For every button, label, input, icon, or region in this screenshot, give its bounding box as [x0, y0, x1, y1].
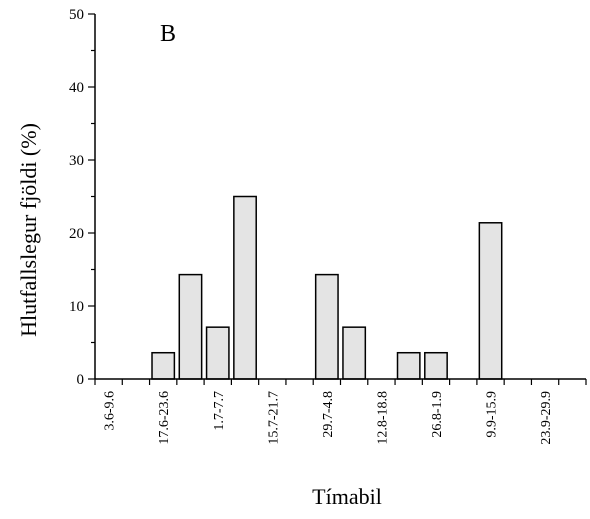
- bar-3: [178, 273, 203, 380]
- y-tick-label-40: 40: [69, 80, 84, 96]
- bars-group: [151, 195, 503, 380]
- y-axis-title: Hlutfallslegur fjöldi (%): [16, 123, 41, 337]
- x-category-label-4: 1.7-7.7: [212, 391, 227, 431]
- x-category-label-2: 17.6-23.6: [157, 391, 172, 445]
- x-category-label-10: 12.8-18.8: [375, 391, 390, 445]
- x-category-label-14: 9.9-15.9: [485, 391, 500, 438]
- x-category-label-12: 26.8-1.9: [430, 391, 445, 438]
- x-axis-title: Tímabil: [312, 484, 382, 509]
- bar-14: [478, 222, 503, 380]
- x-category-label-6: 15.7-21.7: [266, 391, 281, 445]
- y-tick-label-20: 20: [69, 226, 84, 242]
- bar-8: [314, 273, 339, 380]
- ticks-group: 0 10 20 30 40 50 3.6-9.6 17.6-23.6 1.7-7.7 15.7-2…: [69, 7, 587, 445]
- y-tick-label-30: 30: [69, 153, 84, 169]
- bar-4: [205, 326, 230, 380]
- axes-group: [94, 14, 586, 380]
- x-category-label-16: 23.9-29.9: [539, 391, 554, 445]
- y-tick-label-0: 0: [77, 372, 85, 388]
- bar-11: [396, 351, 421, 380]
- bar-9: [342, 326, 367, 380]
- bar-2: [151, 351, 176, 380]
- y-tick-label-10: 10: [69, 299, 84, 315]
- x-category-label-0: 3.6-9.6: [103, 391, 118, 431]
- bar-12: [424, 351, 448, 380]
- x-category-label-8: 29.7-4.8: [321, 391, 336, 438]
- y-tick-label-50: 50: [69, 7, 84, 23]
- bar-5: [233, 195, 257, 380]
- panel-label: B: [160, 21, 176, 47]
